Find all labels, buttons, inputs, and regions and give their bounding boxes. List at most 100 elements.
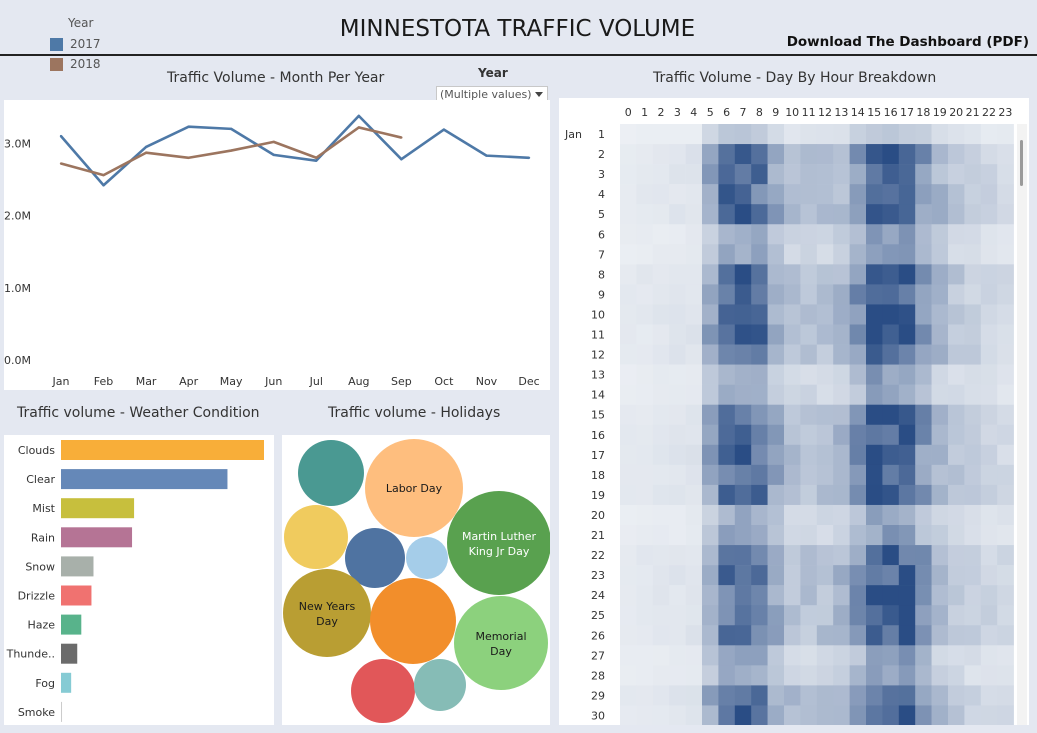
- heatmap-cell[interactable]: [898, 264, 916, 285]
- heatmap-cell[interactable]: [751, 625, 768, 646]
- heatmap-cell[interactable]: [866, 504, 883, 526]
- heatmap-cell[interactable]: [751, 324, 768, 345]
- heatmap-cell[interactable]: [898, 685, 916, 706]
- heatmap-cell[interactable]: [866, 364, 883, 385]
- heatmap-cell[interactable]: [734, 585, 752, 606]
- data-point[interactable]: [442, 128, 446, 131]
- heatmap-cell[interactable]: [702, 364, 719, 385]
- heatmap-cell[interactable]: [685, 404, 703, 426]
- heatmap-cell[interactable]: [767, 685, 785, 706]
- heatmap-cell[interactable]: [636, 545, 654, 566]
- heatmap-cell[interactable]: [636, 284, 654, 305]
- heatmap-cell[interactable]: [702, 324, 719, 345]
- heatmap-cell[interactable]: [652, 204, 670, 225]
- heatmap-cell[interactable]: [702, 504, 719, 526]
- heatmap-cell[interactable]: [931, 204, 949, 225]
- heatmap-cell[interactable]: [784, 444, 801, 466]
- heatmap-cell[interactable]: [882, 705, 900, 726]
- heatmap-cell[interactable]: [915, 645, 932, 666]
- heatmap-cell[interactable]: [734, 164, 752, 185]
- data-point[interactable]: [102, 173, 105, 177]
- heatmap-cell[interactable]: [800, 685, 818, 706]
- heatmap-cell[interactable]: [849, 705, 867, 726]
- heatmap-cell[interactable]: [734, 645, 752, 666]
- heatmap-cell[interactable]: [833, 645, 850, 666]
- heatmap-cell[interactable]: [882, 284, 900, 305]
- heatmap-cell[interactable]: [800, 424, 818, 446]
- heatmap-cell[interactable]: [784, 484, 801, 506]
- heatmap-cell[interactable]: [866, 304, 883, 325]
- heatmap-cell[interactable]: [948, 484, 965, 506]
- heatmap-cell[interactable]: [997, 284, 1014, 305]
- heatmap-cell[interactable]: [948, 645, 965, 666]
- heatmap-cell[interactable]: [685, 565, 703, 586]
- heatmap-cell[interactable]: [620, 344, 637, 365]
- heatmap-cell[interactable]: [718, 545, 736, 566]
- heatmap-cell[interactable]: [767, 645, 785, 666]
- heatmap-cell[interactable]: [718, 384, 736, 405]
- heatmap-cell[interactable]: [784, 504, 801, 526]
- heatmap-cell[interactable]: [980, 525, 998, 546]
- heatmap-cell[interactable]: [866, 344, 883, 365]
- heatmap-cell[interactable]: [652, 565, 670, 586]
- heatmap-cell[interactable]: [784, 525, 801, 546]
- heatmap-cell[interactable]: [620, 464, 637, 486]
- heatmap-cell[interactable]: [997, 344, 1014, 365]
- heatmap-cell[interactable]: [931, 144, 949, 165]
- heatmap-cell[interactable]: [767, 404, 785, 426]
- heatmap-cell[interactable]: [898, 184, 916, 205]
- heatmap-cell[interactable]: [866, 184, 883, 205]
- heatmap-cell[interactable]: [833, 625, 850, 646]
- heatmap-cell[interactable]: [767, 244, 785, 265]
- heatmap-cell[interactable]: [718, 304, 736, 325]
- holiday-bubble[interactable]: [414, 659, 466, 711]
- heatmap-cell[interactable]: [849, 504, 867, 526]
- heatmap-cell[interactable]: [652, 244, 670, 265]
- heatmap-cell[interactable]: [866, 264, 883, 285]
- heatmap-cell[interactable]: [669, 244, 686, 265]
- heatmap-cell[interactable]: [849, 565, 867, 586]
- heatmap-cell[interactable]: [866, 605, 883, 626]
- heatmap-cell[interactable]: [652, 665, 670, 686]
- heatmap-cell[interactable]: [685, 665, 703, 686]
- heatmap-cell[interactable]: [751, 484, 768, 506]
- heatmap-cell[interactable]: [702, 484, 719, 506]
- heatmap-cell[interactable]: [751, 164, 768, 185]
- data-point[interactable]: [400, 158, 403, 161]
- heatmap-cell[interactable]: [915, 605, 932, 626]
- heatmap-cell[interactable]: [734, 424, 752, 446]
- heatmap-cell[interactable]: [997, 144, 1014, 165]
- heatmap-cell[interactable]: [964, 444, 982, 466]
- heatmap-cell[interactable]: [636, 525, 654, 546]
- bar-thunde[interactable]: [61, 643, 78, 664]
- heatmap-cell[interactable]: [980, 565, 998, 586]
- heatmap-cell[interactable]: [980, 224, 998, 245]
- heatmap-cell[interactable]: [816, 244, 834, 265]
- heatmap-cell[interactable]: [767, 324, 785, 345]
- heatmap-cell[interactable]: [833, 144, 850, 165]
- heatmap-cell[interactable]: [898, 484, 916, 506]
- heatmap-cell[interactable]: [620, 124, 637, 145]
- heatmap-cell[interactable]: [702, 605, 719, 626]
- heatmap-cell[interactable]: [915, 625, 932, 646]
- heatmap-cell[interactable]: [915, 364, 932, 385]
- heatmap-cell[interactable]: [849, 685, 867, 706]
- heatmap-cell[interactable]: [767, 164, 785, 185]
- heatmap-cell[interactable]: [915, 665, 932, 686]
- heatmap-cell[interactable]: [964, 464, 982, 486]
- heatmap-cell[interactable]: [866, 685, 883, 706]
- heatmap-cell[interactable]: [669, 324, 686, 345]
- heatmap-cell[interactable]: [751, 364, 768, 385]
- heatmap-cell[interactable]: [849, 324, 867, 345]
- heatmap-cell[interactable]: [685, 184, 703, 205]
- heatmap-cell[interactable]: [734, 545, 752, 566]
- heatmap-cell[interactable]: [997, 364, 1014, 385]
- heatmap-cell[interactable]: [702, 685, 719, 706]
- heatmap-cell[interactable]: [784, 344, 801, 365]
- heatmap-cell[interactable]: [833, 685, 850, 706]
- heatmap-cell[interactable]: [784, 424, 801, 446]
- heatmap-cell[interactable]: [784, 685, 801, 706]
- heatmap-cell[interactable]: [833, 504, 850, 526]
- heatmap-cell[interactable]: [767, 184, 785, 205]
- heatmap-cell[interactable]: [751, 224, 768, 245]
